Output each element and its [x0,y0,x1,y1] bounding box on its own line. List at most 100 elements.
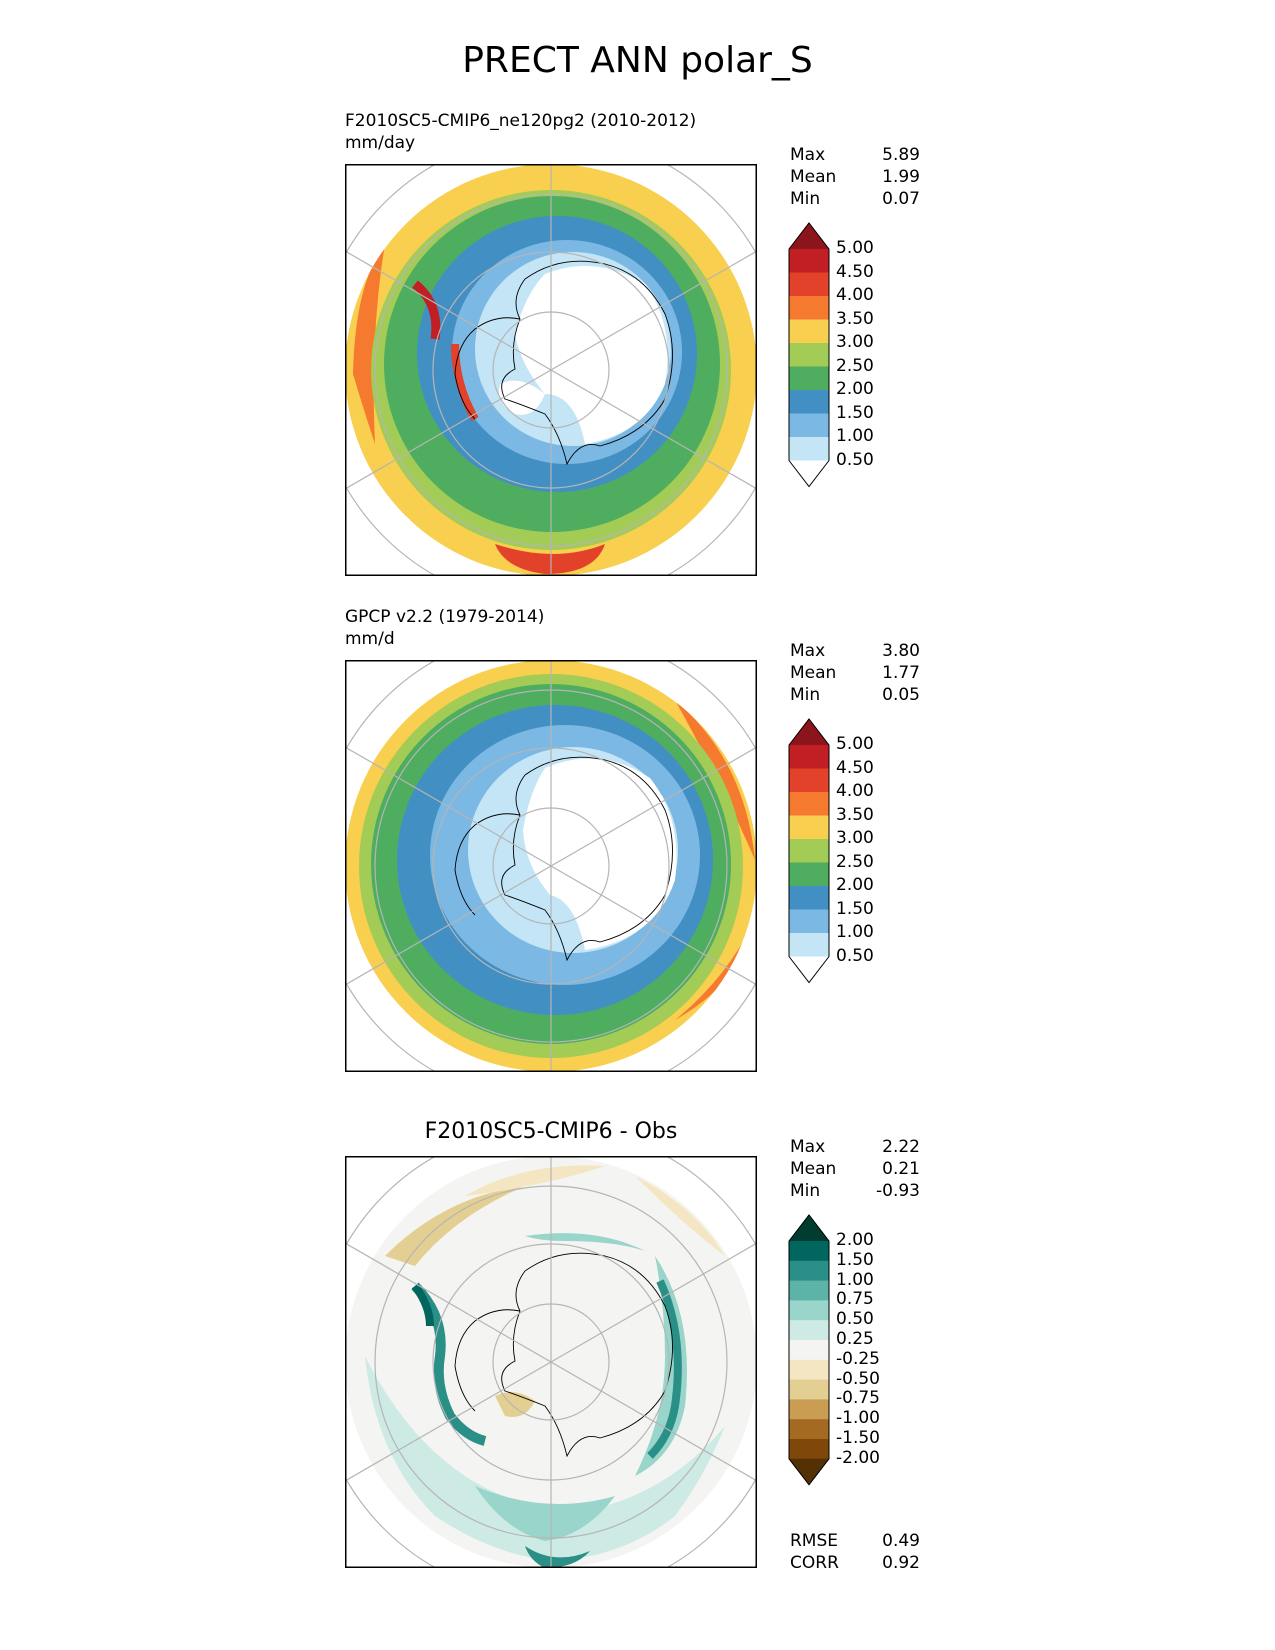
colorbar-segment [789,815,829,840]
colorbar-tick-label: 4.00 [836,781,874,801]
colorbar-difference: 2.00 1.50 1.00 0.75 0.50 0.25 -0.25 -0.50 -0.75-… [788,1214,880,1486]
polar-map-reference [345,660,757,1072]
colorbar-segment [789,413,829,438]
colorbar-segment [789,390,829,414]
colorbar-extend-top [789,223,829,249]
metric-value: 0.92 [882,1553,920,1573]
colorbar-tick-label: -2.00 [836,1447,880,1468]
panel-reference: GPCP v2.2 (1979-2014) mm/d [0,0,1275,1072]
colorbar-segment [789,272,829,297]
colorbar-tick-label: -1.50 [836,1428,880,1448]
colorbar-segment [789,1359,829,1381]
polar-map-difference [345,1156,757,1568]
colorbar-tick-label: 0.50 [836,449,874,470]
panel-subtitle: F2010SC5-CMIP6_ne120pg2 (2010-2012) mm/d… [345,110,696,154]
colorbar-outline [788,718,830,984]
colorbar-segment [789,249,829,273]
stats-reference: Max 3.80 Mean 1.77 Min 0.05 [790,640,920,706]
stat-label: Mean [790,167,837,187]
stat-label: Min [790,189,821,209]
colorbar-graphic [788,222,830,488]
colorbar-segment [789,1241,829,1262]
colorbar-segment [789,909,829,934]
stats-test: Max 5.89 Mean 1.99 Min 0.07 [790,144,920,210]
stat-label: Max [790,145,826,165]
subtitle-line-1: GPCP v2.2 (1979-2014) [345,607,545,627]
colorbar-segment [789,745,829,769]
stat-value: 5.89 [882,145,920,165]
colorbar-tick-label: 4.00 [836,285,874,305]
colorbar-segment [789,1379,829,1400]
stat-label: Mean [790,663,837,683]
stat-value: 1.77 [882,663,920,683]
colorbar-segment [789,1419,829,1440]
panel-subtitle: F2010SC5-CMIP6 - Obs [424,1119,678,1144]
colorbar-tick-label: 1.50 [836,898,874,919]
colorbar-tick-label: 2.50 [836,851,874,872]
stat-label: Min [790,1181,821,1201]
stat-value: 0.21 [882,1159,920,1179]
subtitle-line-2: mm/day [345,133,416,153]
colorbar-tick-label: 1.00 [836,922,874,942]
colorbar-tick-label: 1.00 [836,1269,874,1290]
colorbar-tick-label: 0.25 [836,1329,874,1349]
colorbar-tick-label: 4.50 [836,757,874,778]
colorbar-tick-label: -1.00 [836,1408,880,1429]
colorbar-segment [789,1399,829,1420]
colorbar-tick-label: 3.50 [836,308,874,329]
colorbar-segment [789,366,829,391]
colorbar-tick-label: 2.00 [836,379,874,399]
colorbar-tick-label: -0.75 [836,1388,880,1409]
subtitle-line-2: mm/d [345,629,395,649]
colorbar-test: 5.00 4.50 4.00 3.50 3.00 2.50 2.00 1.50 1.00 0.50 [788,222,874,488]
colorbar-segment [789,933,829,957]
colorbar-segment [789,886,829,910]
colorbar-segment [789,1260,829,1282]
colorbar-extend-bottom [789,1458,829,1485]
colorbar-tick-label: 3.50 [836,804,874,825]
polar-map-test [345,164,757,576]
panel-subtitle: GPCP v2.2 (1979-2014) mm/d [345,606,544,650]
colorbar-segment [789,1439,829,1460]
stat-label: Min [790,685,821,705]
colorbar-tick-label: 3.00 [836,332,874,352]
colorbar-tick-label: 2.00 [836,875,874,895]
colorbar-reference: 5.00 4.50 4.00 3.50 3.00 2.50 2.00 1.50 1.00 0.50 [788,718,874,984]
stat-value: 0.07 [882,189,920,209]
colorbar-segment [789,319,829,344]
stat-value: -0.93 [876,1181,920,1201]
colorbar-segment [789,1300,829,1321]
colorbar-tick-label: -0.50 [836,1368,880,1389]
stat-value: 2.22 [882,1137,920,1157]
panel-test: F2010SC5-CMIP6_ne120pg2 (2010-2012) mm/d… [0,0,1275,576]
colorbar-tick-label: 0.50 [836,945,874,966]
colorbar-segment [789,343,829,367]
colorbar-segment [789,437,829,461]
colorbar-extend-bottom [789,460,829,487]
colorbar-tick-label: 2.50 [836,355,874,376]
colorbar-segment [789,839,829,863]
colorbar-outline [788,1214,830,1486]
colorbar-tick-label: 1.00 [836,426,874,446]
colorbar-outline [788,222,830,488]
stat-label: Mean [790,1159,837,1179]
colorbar-extend-top [789,1215,829,1241]
metric-value: 0.49 [882,1531,920,1551]
figure-title: PRECT ANN polar_S [462,40,813,81]
stat-value: 3.80 [882,641,920,661]
colorbar-tick-label: 0.75 [836,1289,874,1310]
colorbar-tick-label: 4.50 [836,261,874,282]
colorbar-graphic [788,1214,830,1486]
colorbar-segment [789,862,829,887]
colorbar-tick-label: 1.50 [836,1249,874,1270]
stats-difference: Max 2.22 Mean 0.21 Min -0.93 [790,1136,920,1202]
metrics-difference: RMSE 0.49 CORR 0.92 [790,1530,920,1574]
stat-value: 1.99 [882,167,920,187]
colorbar-tick-label: 1.50 [836,402,874,423]
colorbar-segment [789,792,829,816]
colorbar-segment [789,1320,829,1341]
colorbar-extend-top [789,719,829,745]
colorbar-graphic [788,718,830,984]
colorbar-tick-label: 5.00 [836,238,874,258]
colorbar-segment [789,296,829,320]
